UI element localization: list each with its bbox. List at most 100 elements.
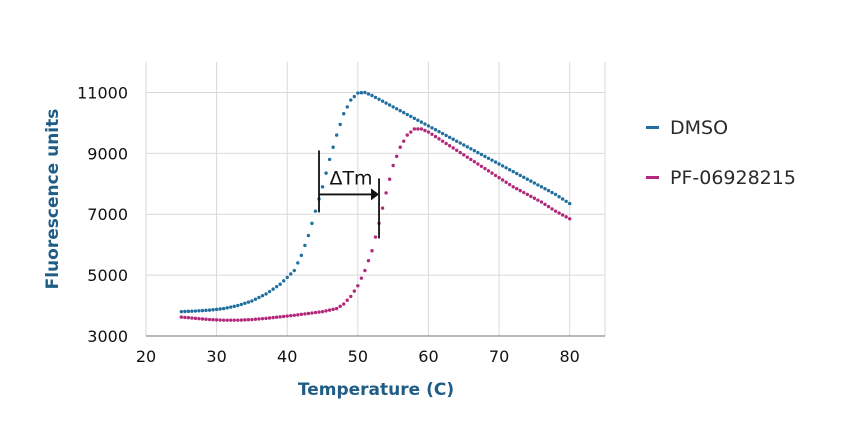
data-point — [402, 139, 406, 143]
data-point — [504, 180, 508, 184]
legend-item-pf-06928215: PF-06928215 — [646, 167, 796, 189]
data-point — [507, 167, 512, 172]
data-point — [564, 215, 568, 219]
data-point — [359, 276, 364, 280]
data-point — [214, 307, 219, 312]
data-point — [289, 313, 293, 318]
data-point — [543, 187, 547, 191]
data-point — [225, 318, 229, 322]
x-tick-label: 40 — [277, 347, 297, 366]
data-point — [469, 147, 473, 151]
data-point — [430, 132, 434, 137]
data-point — [529, 179, 533, 183]
data-point — [518, 173, 522, 178]
data-point — [490, 158, 494, 162]
data-point — [334, 306, 339, 311]
data-point — [324, 171, 328, 175]
data-point — [285, 275, 289, 280]
data-point — [444, 133, 448, 138]
data-point — [236, 318, 240, 322]
data-point — [405, 112, 409, 117]
data-point — [271, 315, 275, 320]
data-point — [292, 313, 296, 317]
data-point — [493, 173, 498, 178]
data-point — [200, 317, 205, 321]
data-point — [497, 175, 501, 180]
data-point — [221, 306, 226, 311]
data-point — [532, 181, 537, 185]
data-point — [394, 107, 399, 111]
data-point — [246, 300, 251, 304]
data-point — [359, 91, 364, 95]
data-point — [193, 309, 198, 313]
data-point — [458, 141, 462, 145]
data-point — [229, 305, 233, 309]
data-point — [423, 122, 427, 126]
data-point — [253, 297, 258, 301]
data-point — [384, 191, 388, 195]
legend-item-dmso: DMSO — [646, 117, 728, 139]
data-point — [567, 217, 572, 221]
y-tick-label: 11000 — [77, 83, 128, 102]
data-point — [356, 91, 360, 95]
data-point — [342, 112, 346, 116]
data-point — [539, 185, 544, 189]
data-point — [426, 124, 431, 128]
x-tick-label: 70 — [489, 347, 509, 366]
data-point — [285, 314, 289, 318]
data-point — [264, 292, 268, 296]
data-point — [426, 130, 431, 134]
data-point — [529, 194, 533, 199]
data-point — [218, 307, 222, 311]
data-point — [239, 318, 244, 322]
delta-tm-arrow-head — [371, 188, 380, 201]
data-point — [412, 127, 417, 131]
data-point — [264, 316, 268, 321]
data-point — [387, 177, 392, 181]
data-point — [553, 209, 558, 213]
data-point — [183, 315, 187, 320]
data-point — [409, 114, 413, 119]
data-point — [553, 192, 558, 197]
data-point — [366, 92, 371, 96]
legend-swatch-dmso — [646, 126, 659, 129]
y-tick-label: 7000 — [87, 205, 128, 224]
data-point — [370, 249, 374, 253]
data-point — [486, 169, 491, 173]
data-point — [447, 144, 452, 148]
data-point — [465, 155, 469, 159]
data-point — [560, 197, 565, 201]
data-point — [320, 185, 325, 189]
data-point — [416, 127, 420, 131]
data-point — [334, 133, 339, 137]
x-tick-label: 30 — [206, 347, 226, 366]
x-tick-label: 80 — [560, 347, 580, 366]
data-point — [229, 318, 233, 322]
data-point — [380, 206, 385, 210]
data-point — [243, 318, 247, 322]
data-point — [486, 156, 491, 160]
data-point — [384, 101, 388, 105]
data-point — [525, 192, 530, 197]
data-point — [327, 157, 332, 162]
data-point — [260, 316, 265, 321]
data-point — [490, 171, 494, 175]
data-point — [430, 126, 434, 130]
data-point — [483, 154, 487, 159]
data-point — [274, 284, 279, 289]
data-point — [239, 302, 244, 307]
delta-tm-label: ΔTm — [329, 167, 372, 189]
x-tick-label: 60 — [418, 347, 438, 366]
data-point — [183, 309, 187, 314]
data-point — [331, 307, 335, 312]
legend-swatch-pf-06928215 — [646, 176, 659, 179]
data-point — [409, 130, 413, 134]
data-point — [289, 272, 293, 276]
data-point — [455, 139, 459, 143]
y-axis-title: Fluorescence units — [43, 109, 63, 290]
data-point — [345, 298, 349, 302]
data-point — [250, 317, 254, 322]
data-point — [370, 93, 374, 98]
data-point — [377, 97, 381, 101]
data-point — [546, 204, 551, 209]
